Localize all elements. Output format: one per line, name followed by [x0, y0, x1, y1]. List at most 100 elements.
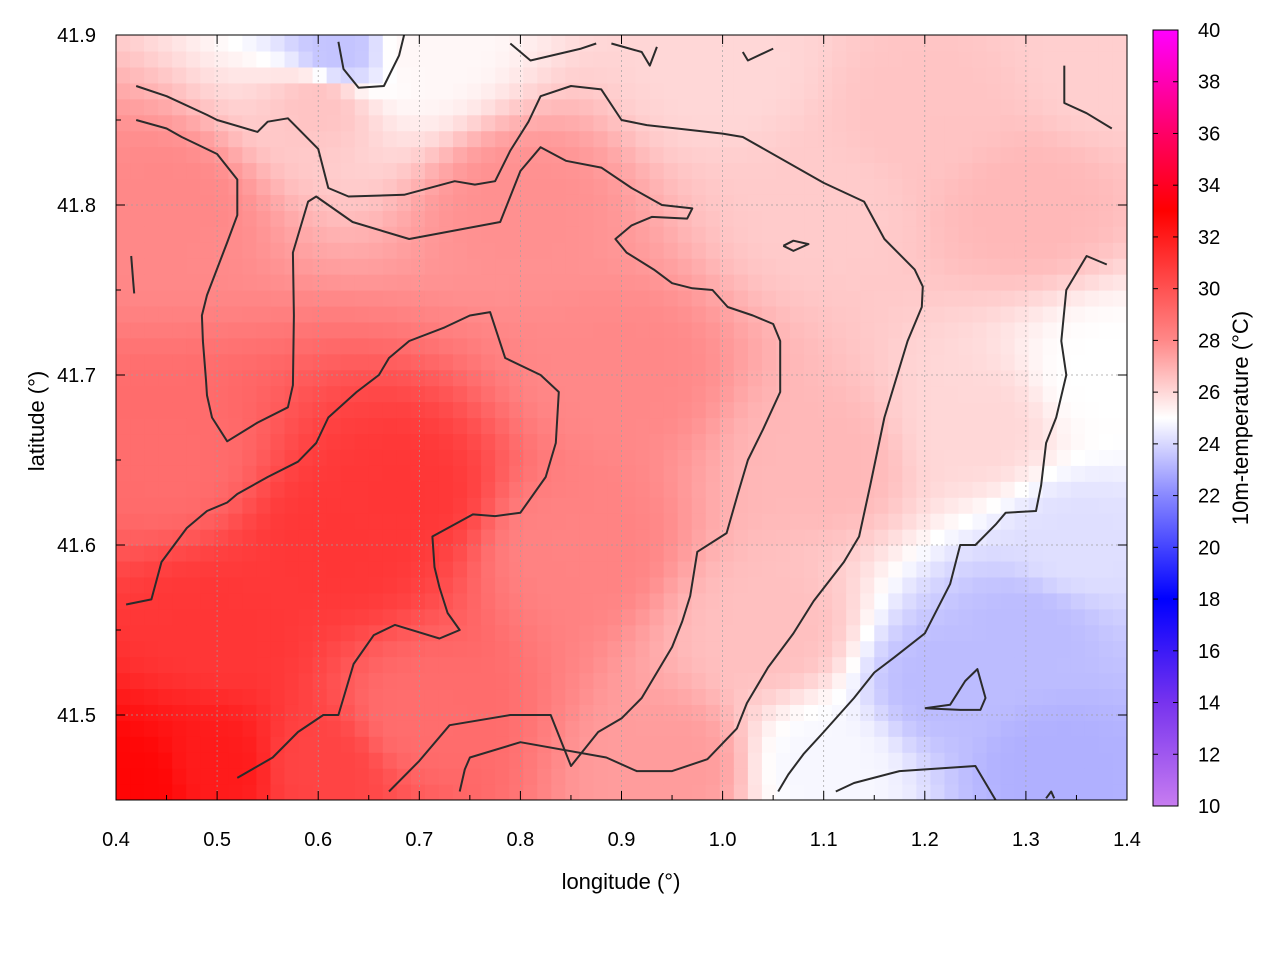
- heatmap-cell: [1028, 752, 1044, 769]
- heatmap-cell: [1070, 210, 1086, 227]
- heatmap-cell: [1042, 736, 1058, 753]
- heatmap-cell: [523, 290, 538, 307]
- heatmap-cell: [1112, 513, 1127, 530]
- heatmap-cell: [719, 66, 735, 84]
- heatmap-cell: [256, 146, 272, 164]
- heatmap-cell: [579, 624, 595, 642]
- heatmap-cell: [972, 146, 988, 164]
- heatmap-cell: [200, 258, 215, 275]
- heatmap-cell: [790, 529, 805, 546]
- heatmap-cell: [607, 274, 623, 291]
- heatmap-cell: [270, 210, 286, 227]
- heatmap-cell: [537, 210, 552, 227]
- heatmap-cell: [256, 242, 272, 259]
- heatmap-cell: [256, 449, 272, 466]
- heatmap-cell: [607, 82, 623, 100]
- heatmap-cell: [130, 146, 145, 164]
- heatmap-cell: [481, 146, 496, 164]
- heatmap-cell: [579, 704, 595, 721]
- heatmap-cell: [312, 321, 328, 339]
- heatmap-cell: [551, 305, 566, 323]
- heatmap-cell: [481, 656, 496, 674]
- heatmap-cell: [144, 114, 159, 132]
- heatmap-cell: [130, 369, 145, 387]
- heatmap-cell: [565, 736, 580, 753]
- heatmap-cell: [284, 290, 300, 307]
- heatmap-cell: [902, 114, 917, 132]
- heatmap-cell: [902, 560, 917, 578]
- heatmap-cell: [158, 465, 173, 482]
- heatmap-cell: [298, 305, 314, 323]
- heatmap-cell: [186, 576, 201, 594]
- heatmap-cell: [144, 146, 159, 164]
- heatmap-cell: [410, 353, 426, 371]
- heatmap-cell: [509, 513, 524, 530]
- heatmap-cell: [635, 401, 651, 419]
- heatmap-cell: [972, 82, 988, 100]
- heatmap-cell: [818, 752, 833, 769]
- heatmap-cell: [705, 82, 721, 100]
- heatmap-cell: [818, 768, 833, 785]
- heatmap-cell: [818, 401, 833, 419]
- heatmap-cell: [579, 258, 595, 275]
- heatmap-cell: [761, 82, 777, 100]
- heatmap-cell: [649, 592, 665, 610]
- heatmap-cell: [200, 226, 215, 243]
- heatmap-cell: [972, 624, 988, 642]
- heatmap-cell: [930, 258, 946, 275]
- heatmap-cell: [284, 401, 300, 419]
- heatmap-cell: [747, 178, 763, 195]
- heatmap-cell: [1028, 560, 1044, 578]
- heatmap-cell: [818, 560, 833, 578]
- heatmap-cell: [509, 337, 524, 355]
- heatmap-cell: [677, 146, 693, 164]
- heatmap-cell: [621, 321, 637, 339]
- heatmap-cell: [298, 353, 314, 371]
- heatmap-cell: [453, 560, 468, 578]
- heatmap-cell: [158, 385, 173, 403]
- heatmap-cell: [1070, 784, 1086, 800]
- heatmap-cell: [354, 114, 370, 132]
- heatmap-cell: [214, 321, 229, 339]
- heatmap-cell: [888, 114, 903, 132]
- heatmap-cell: [467, 465, 482, 482]
- contour-line: [782, 239, 810, 252]
- heatmap-cell: [846, 624, 861, 642]
- heatmap-cell: [410, 465, 426, 482]
- heatmap-cell: [565, 401, 580, 419]
- heatmap-cell: [930, 178, 946, 195]
- heatmap-cell: [804, 417, 819, 435]
- heatmap-cell: [621, 449, 637, 466]
- heatmap-cell: [930, 433, 946, 450]
- heatmap-cell: [1112, 704, 1127, 721]
- heatmap-cell: [158, 672, 173, 690]
- heatmap-cell: [944, 417, 960, 435]
- heatmap-cell: [354, 258, 370, 275]
- heatmap-cell: [972, 226, 988, 243]
- heatmap-cell: [916, 608, 932, 626]
- heatmap-cell: [719, 624, 735, 642]
- heatmap-cell: [846, 226, 861, 243]
- heatmap-cell: [958, 433, 974, 450]
- heatmap-cell: [382, 672, 398, 690]
- heatmap-cell: [719, 481, 735, 498]
- heatmap-cell: [228, 497, 243, 514]
- heatmap-cell: [719, 784, 735, 800]
- heatmap-cell: [256, 704, 272, 721]
- heatmap-cell: [565, 672, 580, 690]
- heatmap-cell: [509, 752, 524, 769]
- heatmap-cell: [1098, 226, 1114, 243]
- heatmap-cell: [270, 226, 286, 243]
- heatmap-cell: [326, 353, 342, 371]
- heatmap-cell: [523, 656, 538, 674]
- heatmap-cell: [340, 337, 356, 355]
- heatmap-cell: [958, 146, 974, 164]
- heatmap-cell: [228, 465, 243, 482]
- heatmap-cell: [116, 688, 131, 705]
- heatmap-cell: [916, 688, 932, 705]
- heatmap-cell: [1084, 162, 1100, 180]
- heatmap-cell: [354, 784, 370, 800]
- heatmap-cell: [368, 704, 384, 721]
- heatmap-cell: [621, 433, 637, 450]
- heatmap-cell: [832, 529, 847, 546]
